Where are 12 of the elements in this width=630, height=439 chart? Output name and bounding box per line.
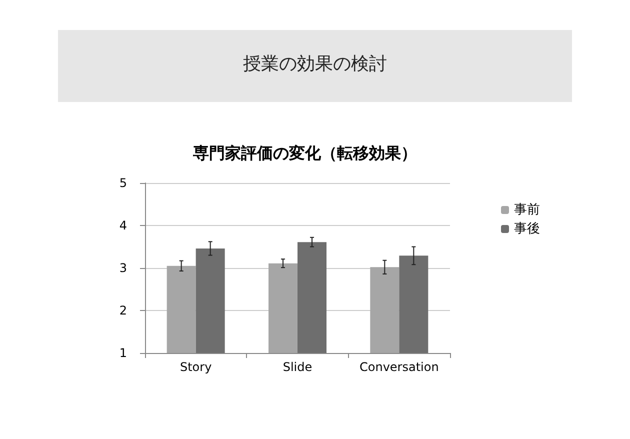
text: 授業の効果の検討 xyxy=(243,54,387,74)
x-tick-label: Conversation xyxy=(359,360,439,374)
legend-label: 事前 xyxy=(514,202,540,218)
y-tick-label: 3 xyxy=(119,261,127,275)
y-tick-label: 1 xyxy=(119,346,127,360)
x-tick-label: Slide xyxy=(282,360,312,374)
y-tick-label: 4 xyxy=(119,218,127,232)
chart-title: 専門家評価の変化（転移効果） xyxy=(192,144,417,162)
x-tick-label: Story xyxy=(180,360,212,374)
y-tick-label: 5 xyxy=(119,176,127,190)
legend-label: 事後 xyxy=(514,222,540,236)
y-tick-label: 2 xyxy=(119,304,127,318)
